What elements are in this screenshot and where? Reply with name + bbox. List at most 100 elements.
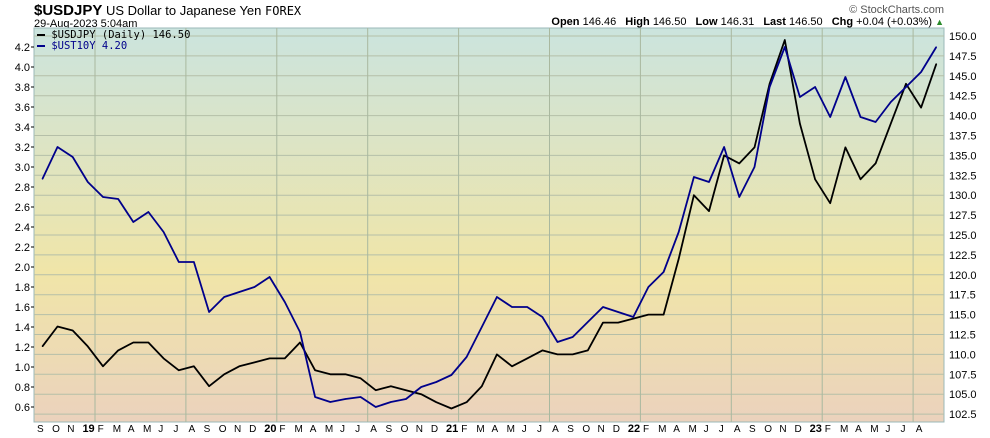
usdjpy-point	[72, 329, 74, 332]
right-tick-label: 112.5	[949, 330, 976, 342]
x-tick-label: 22	[628, 423, 640, 435]
usdjpy-point	[753, 146, 756, 149]
x-tick-label: 23	[810, 423, 822, 435]
ust10y-point	[178, 261, 180, 263]
usdjpy-point	[481, 385, 483, 387]
ust10y-point	[738, 196, 740, 198]
symbol: $USDJPY	[34, 2, 103, 19]
ust10y-point	[466, 356, 468, 358]
usdjpy-point	[844, 146, 846, 149]
x-tick-label: M	[870, 424, 878, 435]
right-tick-label: 137.5	[949, 131, 977, 143]
left-tick-label: 2.8	[15, 182, 30, 194]
usdjpy-point	[178, 369, 180, 371]
usdjpy-point	[814, 178, 816, 180]
usdjpy-point	[193, 365, 195, 367]
usdjpy-point	[829, 202, 831, 204]
ust10y-point	[632, 316, 634, 318]
x-tick-label: A	[310, 424, 317, 435]
usdjpy-point	[632, 317, 634, 320]
usdjpy-point	[556, 353, 559, 355]
left-tick-label: 3.0	[15, 162, 30, 174]
x-tick-label: D	[613, 424, 620, 435]
usdjpy-point	[390, 385, 392, 387]
ust10y-point	[829, 116, 831, 118]
left-tick-label: 3.2	[15, 142, 30, 154]
left-tick-label: 2.0	[15, 262, 30, 274]
legend-usdjpy-label: $USDJPY (Daily) 146.50	[51, 29, 191, 41]
brand-logo: © StockCharts.com	[849, 4, 944, 16]
usdjpy-point	[87, 345, 89, 348]
right-tick-label: 117.5	[949, 290, 976, 302]
ust10y-point	[587, 321, 589, 323]
ust10y-point	[572, 336, 574, 338]
usdjpy-point	[920, 107, 922, 109]
x-tick-label: M	[688, 424, 696, 435]
usdjpy-point	[344, 373, 346, 375]
exchange: FOREX	[265, 4, 302, 18]
x-tick-label: F	[461, 424, 467, 435]
right-tick-label: 127.5	[949, 210, 977, 222]
triangle-up-icon: ▲	[935, 17, 944, 27]
ust10y-point	[920, 71, 922, 73]
usdjpy-point	[935, 63, 937, 65]
usdjpy-point	[496, 353, 498, 355]
usdjpy-point	[450, 407, 453, 410]
x-tick-label: O	[219, 424, 227, 435]
x-tick-label: J	[158, 424, 163, 435]
x-tick-label: A	[734, 424, 741, 435]
x-tick-label: J	[719, 424, 724, 435]
x-tick-label: J	[355, 424, 360, 435]
x-tick-label: D	[431, 424, 438, 435]
right-tick-label: 105.0	[949, 389, 977, 401]
x-tick-label: J	[704, 424, 709, 435]
usdjpy-point	[723, 154, 725, 156]
x-tick-label: N	[598, 424, 605, 435]
ust10y-point	[708, 181, 710, 183]
left-tick-label: 1.4	[15, 322, 30, 334]
ust10y-point	[314, 396, 316, 398]
ust10y-point	[875, 121, 877, 123]
ust10y-point	[678, 231, 680, 233]
left-tick-label: 1.8	[15, 282, 30, 294]
usdjpy-point	[269, 357, 271, 359]
legend-ust10y-label: $UST10Y 4.20	[51, 40, 128, 52]
ust10y-point	[814, 86, 816, 88]
usdjpy-point	[859, 178, 862, 180]
description: US Dollar to Japanese Yen	[106, 3, 262, 18]
left-tick-label: 3.6	[15, 102, 30, 114]
usdjpy-point	[147, 341, 150, 344]
usdjpy-point	[314, 369, 316, 371]
usdjpy-point	[41, 345, 44, 348]
usdjpy-point	[662, 314, 665, 316]
ust10y-point	[253, 286, 256, 288]
ust10y-point	[496, 296, 498, 298]
x-tick-label: A	[128, 424, 135, 435]
x-tick-label: A	[855, 424, 862, 435]
usdjpy-point	[375, 389, 377, 391]
open-value: 146.46	[582, 16, 617, 28]
legend-usdjpy: $USDJPY (Daily) 146.50	[37, 30, 190, 41]
usdjpy-point	[602, 321, 604, 324]
ust10y-point	[541, 316, 543, 318]
usdjpy-point	[784, 39, 786, 41]
x-tick-label: M	[476, 424, 484, 435]
usdjpy-point	[117, 349, 119, 352]
ust10y-point	[41, 178, 44, 180]
open-label: Open	[551, 16, 580, 28]
ust10y-point	[405, 398, 407, 400]
ust10y-point	[390, 401, 392, 403]
usdjpy-point	[299, 341, 301, 344]
right-tick-label: 135.0	[949, 150, 977, 162]
ust10y-point	[420, 386, 422, 388]
left-tick-label: 2.6	[15, 202, 30, 214]
ust10y-point	[890, 101, 892, 103]
last-value: 146.50	[789, 16, 823, 28]
ust10y-point	[769, 86, 771, 88]
usdjpy-point	[890, 122, 892, 125]
right-tick-label: 132.5	[949, 170, 977, 182]
usdjpy-point	[208, 385, 210, 387]
right-tick-label: 145.0	[949, 71, 977, 83]
right-tick-label: 125.0	[949, 230, 977, 242]
